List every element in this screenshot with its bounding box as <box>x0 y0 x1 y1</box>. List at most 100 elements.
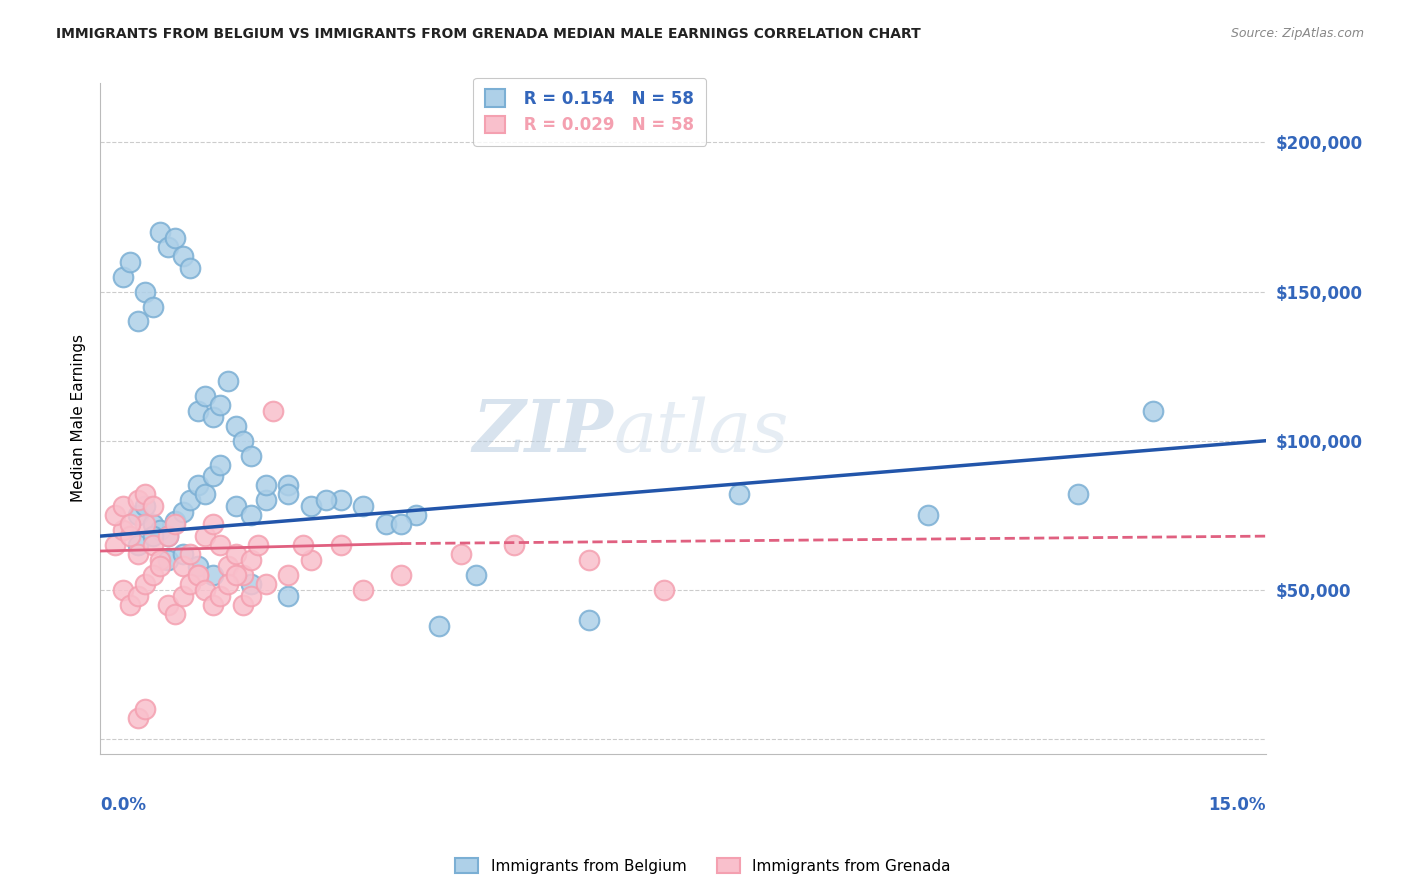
Point <box>201 517 224 532</box>
Point <box>352 582 374 597</box>
Point <box>232 568 254 582</box>
Point <box>187 404 209 418</box>
Point <box>134 517 156 532</box>
Point <box>292 538 315 552</box>
Point <box>578 553 600 567</box>
Point <box>194 529 217 543</box>
Point <box>262 404 284 418</box>
Point <box>111 582 134 597</box>
Point <box>127 493 149 508</box>
Point <box>120 254 142 268</box>
Point <box>120 529 142 543</box>
Point <box>142 538 165 552</box>
Point <box>299 500 322 514</box>
Point <box>134 487 156 501</box>
Text: 0.0%: 0.0% <box>100 796 146 814</box>
Point <box>209 538 232 552</box>
Point <box>329 538 352 552</box>
Point <box>149 553 172 567</box>
Point <box>254 478 277 492</box>
Point <box>389 517 412 532</box>
Text: Source: ZipAtlas.com: Source: ZipAtlas.com <box>1230 27 1364 40</box>
Point <box>149 225 172 239</box>
Point <box>315 493 337 508</box>
Point <box>450 547 472 561</box>
Point <box>239 449 262 463</box>
Point <box>277 589 299 603</box>
Text: atlas: atlas <box>613 396 789 467</box>
Point <box>149 523 172 537</box>
Point <box>239 589 262 603</box>
Point <box>209 589 232 603</box>
Point <box>277 568 299 582</box>
Point <box>127 589 149 603</box>
Point <box>201 409 224 424</box>
Point <box>156 240 179 254</box>
Point <box>165 514 187 528</box>
Point <box>329 493 352 508</box>
Point <box>187 478 209 492</box>
Point <box>375 517 398 532</box>
Point <box>277 478 299 492</box>
Point <box>352 500 374 514</box>
Point <box>217 577 239 591</box>
Point <box>127 547 149 561</box>
Point <box>254 493 277 508</box>
Point <box>172 505 194 519</box>
Point <box>209 458 232 472</box>
Point <box>142 517 165 532</box>
Point <box>225 500 247 514</box>
Point <box>239 508 262 523</box>
Point <box>277 487 299 501</box>
Point <box>917 508 939 523</box>
Point <box>225 568 247 582</box>
Point <box>165 607 187 621</box>
Point <box>127 508 149 523</box>
Legend:  R = 0.154   N = 58,  R = 0.029   N = 58: R = 0.154 N = 58, R = 0.029 N = 58 <box>474 78 706 145</box>
Point <box>299 553 322 567</box>
Point <box>179 260 201 275</box>
Point <box>172 249 194 263</box>
Point <box>225 418 247 433</box>
Point <box>187 558 209 573</box>
Point <box>217 558 239 573</box>
Point <box>165 231 187 245</box>
Y-axis label: Median Male Earnings: Median Male Earnings <box>72 334 86 502</box>
Point <box>104 538 127 552</box>
Point <box>427 618 450 632</box>
Point <box>187 568 209 582</box>
Point <box>149 558 172 573</box>
Point <box>165 517 187 532</box>
Point <box>127 711 149 725</box>
Point <box>465 568 488 582</box>
Point <box>111 523 134 537</box>
Point <box>578 613 600 627</box>
Point <box>172 589 194 603</box>
Point <box>389 568 412 582</box>
Point <box>156 529 179 543</box>
Point <box>194 389 217 403</box>
Point <box>111 269 134 284</box>
Point <box>194 487 217 501</box>
Point <box>120 598 142 612</box>
Point <box>187 568 209 582</box>
Point <box>156 553 179 567</box>
Point <box>142 529 165 543</box>
Point <box>728 487 751 501</box>
Text: ZIP: ZIP <box>472 396 613 467</box>
Point <box>201 568 224 582</box>
Point <box>232 598 254 612</box>
Point <box>134 702 156 716</box>
Point <box>225 547 247 561</box>
Point <box>201 469 224 483</box>
Point <box>652 582 675 597</box>
Point <box>179 493 201 508</box>
Point <box>127 538 149 552</box>
Point <box>209 398 232 412</box>
Point <box>201 598 224 612</box>
Point <box>134 577 156 591</box>
Point <box>405 508 427 523</box>
Point <box>179 547 201 561</box>
Point <box>142 300 165 314</box>
Text: 15.0%: 15.0% <box>1209 796 1265 814</box>
